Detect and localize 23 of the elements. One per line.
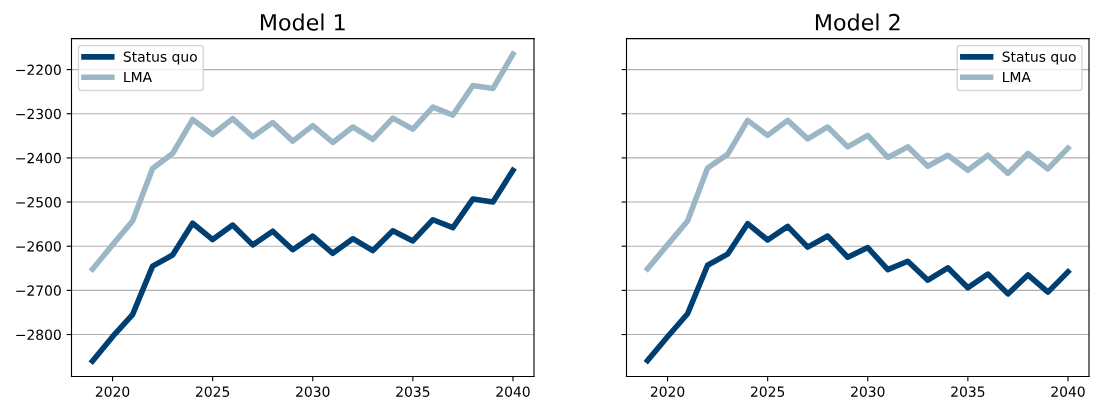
legend-label: LMA [124, 71, 152, 83]
chart-title: Model 2 [815, 13, 900, 31]
y-tick-label: −2300 [16, 108, 61, 120]
x-tick-label: 2025 [751, 386, 785, 397]
x-tick-label: 2035 [396, 386, 430, 397]
x-tick-label: 2035 [951, 386, 985, 397]
legend-label: LMA [1003, 71, 1031, 83]
y-tick-label: −2200 [16, 64, 61, 76]
x-tick-label: 2030 [296, 386, 330, 397]
legend-label: Status quo [1002, 51, 1076, 65]
x-tick-label: 2025 [196, 386, 230, 397]
legend-label: Status quo [123, 51, 197, 65]
y-tick-label: −2700 [16, 285, 61, 296]
y-tick-label: −2400 [16, 152, 61, 164]
x-tick-label: 2020 [650, 386, 685, 397]
x-tick-label: 2040 [1051, 386, 1085, 397]
chart-title: Model 1 [260, 13, 345, 31]
x-tick-label: 2040 [496, 386, 530, 397]
x-tick-label: 2020 [95, 386, 130, 397]
y-tick-label: −2500 [16, 197, 61, 208]
y-tick-label: −2600 [16, 241, 61, 252]
y-tick-label: −2800 [16, 329, 61, 340]
x-tick-label: 2030 [851, 386, 885, 397]
